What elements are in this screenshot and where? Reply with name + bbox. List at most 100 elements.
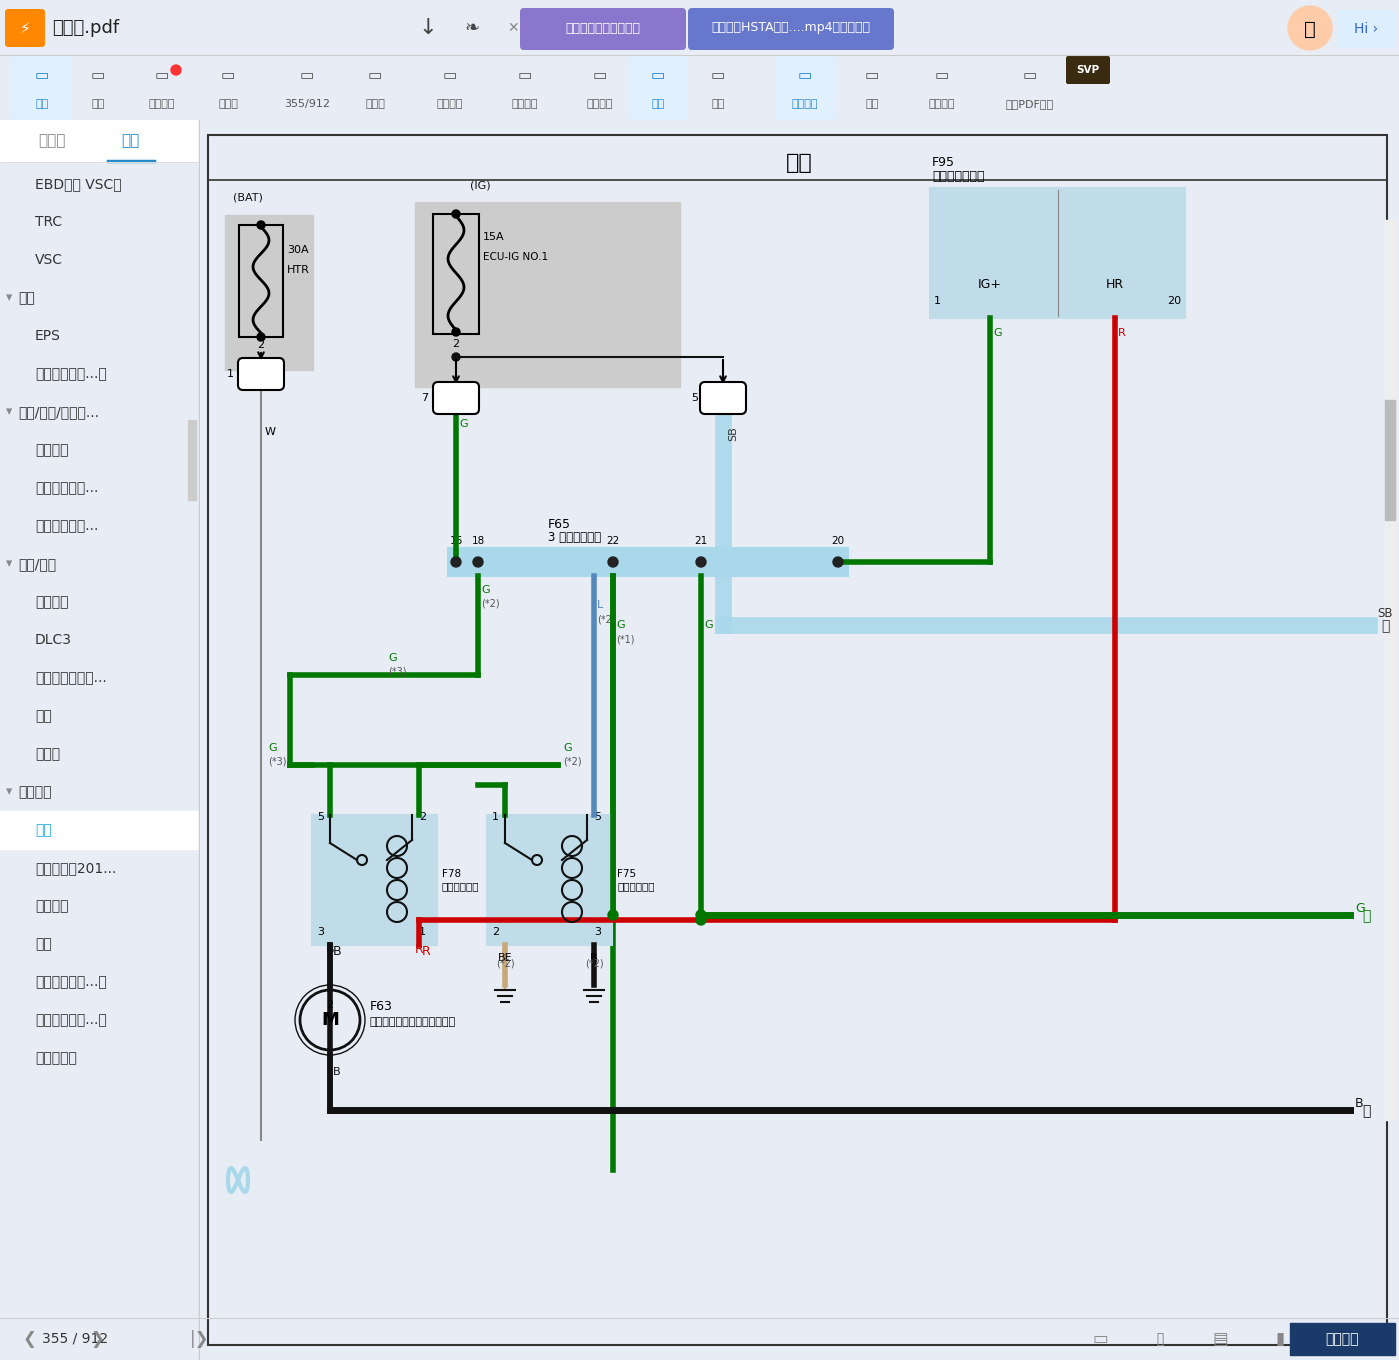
Text: 30A: 30A bbox=[287, 245, 309, 256]
Text: 实际大小: 实际大小 bbox=[436, 99, 463, 109]
Text: ▾: ▾ bbox=[6, 786, 13, 798]
Text: 查找: 查找 bbox=[866, 99, 879, 109]
Text: 停机系统（不...）: 停机系统（不...） bbox=[35, 1013, 106, 1027]
Text: ▭: ▭ bbox=[299, 68, 315, 83]
Text: 单页: 单页 bbox=[652, 99, 665, 109]
Text: 2: 2 bbox=[492, 928, 499, 937]
Text: F63: F63 bbox=[369, 1000, 393, 1013]
Text: 适合宽度: 适合宽度 bbox=[512, 99, 539, 109]
Circle shape bbox=[452, 354, 460, 360]
Text: L: L bbox=[597, 600, 603, 611]
Text: 1: 1 bbox=[935, 296, 942, 306]
Text: ▭: ▭ bbox=[593, 68, 607, 83]
Text: R: R bbox=[414, 942, 424, 956]
Bar bbox=[416, 203, 680, 388]
Text: 2: 2 bbox=[418, 812, 427, 821]
Bar bbox=[1385, 220, 1395, 1121]
Text: G: G bbox=[481, 585, 490, 596]
Text: 截图识字: 截图识字 bbox=[929, 99, 956, 109]
Text: Hi ›: Hi › bbox=[1354, 22, 1378, 35]
Text: 1: 1 bbox=[326, 1054, 333, 1064]
Text: ▭: ▭ bbox=[935, 68, 949, 83]
Text: ▭: ▭ bbox=[221, 68, 235, 83]
Circle shape bbox=[609, 910, 618, 919]
Text: ❧: ❧ bbox=[464, 19, 480, 37]
Text: F78
加热器继电器: F78 加热器继电器 bbox=[442, 869, 480, 891]
Text: 车辆内饰: 车辆内饰 bbox=[18, 785, 52, 800]
Bar bbox=[434, 214, 478, 335]
Text: VSC: VSC bbox=[35, 253, 63, 267]
Text: 带风扇的鼓风机电动机分总成: 带风扇的鼓风机电动机分总成 bbox=[369, 1017, 456, 1027]
Text: IG+: IG+ bbox=[978, 277, 1002, 291]
Text: (BAT): (BAT) bbox=[234, 193, 263, 203]
Text: ▭: ▭ bbox=[865, 68, 879, 83]
Text: 20: 20 bbox=[1167, 296, 1181, 306]
Text: 缩略图: 缩略图 bbox=[38, 133, 66, 148]
Text: B: B bbox=[333, 1068, 340, 1077]
Text: 下一页: 下一页 bbox=[365, 99, 385, 109]
Text: 组合仪表（201...: 组合仪表（201... bbox=[35, 861, 116, 874]
Text: 〜: 〜 bbox=[1363, 1104, 1371, 1118]
Text: 线上打印: 线上打印 bbox=[148, 99, 175, 109]
Text: 电路图.pdf: 电路图.pdf bbox=[52, 19, 119, 37]
Text: 21: 21 bbox=[694, 536, 708, 545]
Text: G: G bbox=[459, 419, 467, 428]
Text: (*2): (*2) bbox=[597, 615, 616, 626]
Text: B: B bbox=[326, 942, 334, 956]
Text: ↓: ↓ bbox=[418, 18, 438, 38]
Text: 搭铁点: 搭铁点 bbox=[35, 747, 60, 762]
Text: ▮: ▮ bbox=[1276, 1330, 1284, 1348]
Text: ▾: ▾ bbox=[6, 291, 13, 305]
Circle shape bbox=[695, 910, 706, 919]
FancyBboxPatch shape bbox=[6, 10, 45, 48]
Text: EBD（带 VSC）: EBD（带 VSC） bbox=[35, 177, 122, 190]
FancyBboxPatch shape bbox=[775, 56, 835, 120]
FancyBboxPatch shape bbox=[434, 382, 478, 413]
Text: 2: 2 bbox=[326, 1000, 333, 1010]
Text: ▭: ▭ bbox=[368, 68, 382, 83]
Text: 18: 18 bbox=[471, 536, 484, 545]
Text: 5: 5 bbox=[318, 812, 325, 821]
Circle shape bbox=[473, 558, 483, 567]
Bar bbox=[448, 548, 848, 577]
Text: ECU-IG NO.1: ECU-IG NO.1 bbox=[483, 252, 548, 262]
FancyBboxPatch shape bbox=[628, 56, 688, 120]
Text: F75
除雾器继电器: F75 除雾器继电器 bbox=[617, 869, 655, 891]
Text: 355/912: 355/912 bbox=[284, 99, 330, 109]
Text: B: B bbox=[590, 953, 597, 963]
Text: 多路通信系统（...: 多路通信系统（... bbox=[35, 670, 106, 685]
Text: ▭: ▭ bbox=[1093, 1330, 1108, 1348]
Text: 双页: 双页 bbox=[711, 99, 725, 109]
Text: G: G bbox=[704, 620, 712, 630]
Text: (*3): (*3) bbox=[269, 756, 287, 766]
Text: B: B bbox=[1356, 1098, 1364, 1110]
Text: ▾: ▾ bbox=[6, 405, 13, 419]
Bar bbox=[0, 811, 200, 849]
Bar bbox=[0, 120, 200, 162]
Text: 电源: 电源 bbox=[35, 709, 52, 724]
Text: 连续阅读: 连续阅读 bbox=[792, 99, 818, 109]
Text: 充电系统: 充电系统 bbox=[35, 596, 69, 609]
Text: 空调: 空调 bbox=[35, 823, 52, 836]
Circle shape bbox=[695, 558, 706, 567]
Text: ▭: ▭ bbox=[711, 68, 725, 83]
Text: 〜: 〜 bbox=[1381, 619, 1389, 632]
Circle shape bbox=[452, 328, 460, 336]
Text: 2N: 2N bbox=[713, 392, 733, 404]
Text: G: G bbox=[562, 743, 572, 753]
Text: G: G bbox=[1356, 902, 1365, 915]
Text: 目录: 目录 bbox=[35, 99, 49, 109]
Text: F65: F65 bbox=[548, 518, 571, 530]
Text: 影印PDF识别: 影印PDF识别 bbox=[1006, 99, 1053, 109]
Circle shape bbox=[450, 558, 462, 567]
Text: SVP: SVP bbox=[1076, 65, 1100, 75]
Text: 门锁控制: 门锁控制 bbox=[35, 899, 69, 913]
Text: 转向: 转向 bbox=[18, 291, 35, 305]
Text: 1: 1 bbox=[492, 812, 499, 821]
Text: 15A: 15A bbox=[483, 233, 505, 242]
Text: HR: HR bbox=[1107, 277, 1123, 291]
Text: TRC: TRC bbox=[35, 215, 62, 228]
Text: ▭: ▭ bbox=[1023, 68, 1037, 83]
Text: 1: 1 bbox=[227, 369, 234, 379]
Bar bbox=[239, 224, 283, 337]
